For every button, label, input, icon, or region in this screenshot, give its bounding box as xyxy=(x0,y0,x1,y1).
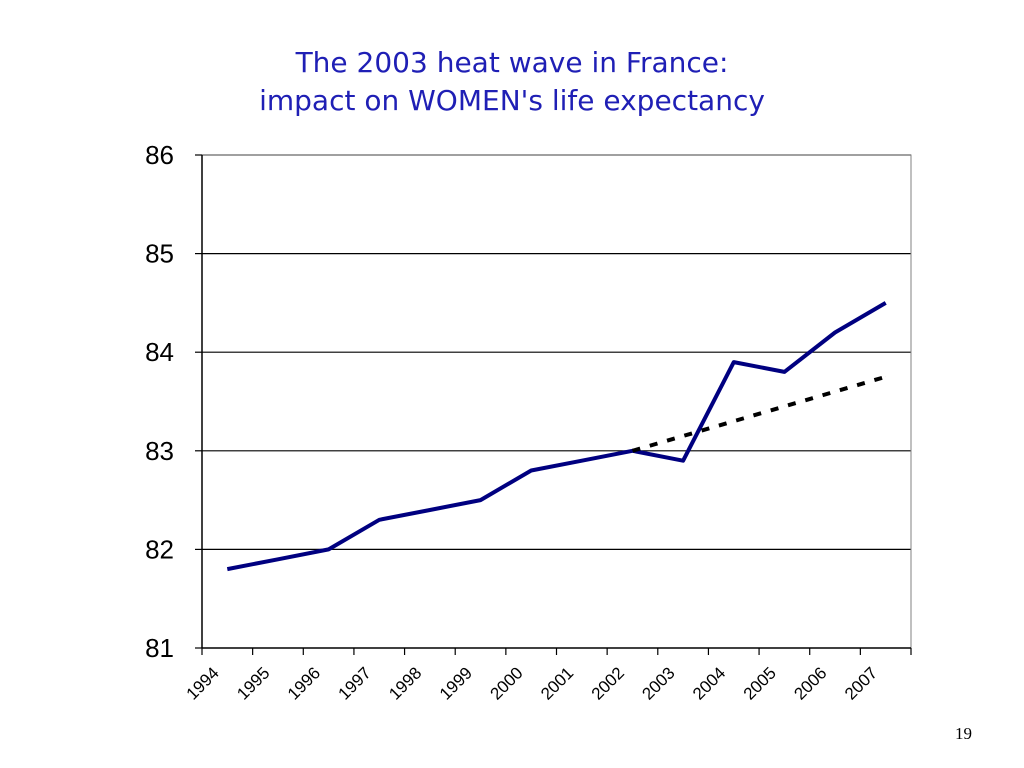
chart-title: The 2003 heat wave in France: impact on … xyxy=(0,44,1024,120)
y-axis-labels: 81 82 83 84 85 86 xyxy=(145,140,174,663)
chart-title-line-2: impact on WOMEN's life expectancy xyxy=(259,84,765,117)
y-tick-label: 81 xyxy=(145,633,174,663)
x-tick-label: 1999 xyxy=(436,663,476,703)
x-axis-labels: 1994 1995 1996 1997 1998 1999 2000 2001 2002 2003… xyxy=(183,663,882,703)
x-tick-label: 2007 xyxy=(841,663,881,703)
x-tick-label: 2005 xyxy=(740,663,780,703)
axes xyxy=(195,154,912,655)
page-number: 19 xyxy=(955,724,972,743)
x-tick-label: 2000 xyxy=(487,663,527,703)
x-tick-label: 1997 xyxy=(335,663,375,703)
x-tick-label: 2006 xyxy=(790,663,830,703)
chart-title-line-1: The 2003 heat wave in France: xyxy=(295,46,729,79)
x-tick-label: 1998 xyxy=(385,663,425,703)
x-tick-label: 2002 xyxy=(588,663,628,703)
x-tick-label: 1994 xyxy=(183,663,223,703)
x-tick-label: 1995 xyxy=(233,663,273,703)
gridlines xyxy=(202,154,911,551)
plot-area-frame xyxy=(201,154,912,649)
x-tick-label: 2001 xyxy=(537,663,577,703)
series-line-observed xyxy=(226,301,887,572)
x-tick-label: 2003 xyxy=(638,663,678,703)
y-tick-label: 83 xyxy=(145,436,174,466)
x-tick-label: 1996 xyxy=(284,663,324,703)
series-line-trend xyxy=(631,374,887,453)
y-tick-label: 84 xyxy=(145,337,174,367)
y-tick-label: 85 xyxy=(145,239,174,269)
y-tick-label: 82 xyxy=(145,534,174,564)
x-tick-label: 2004 xyxy=(689,663,729,703)
y-tick-label: 86 xyxy=(145,140,174,170)
series-layer xyxy=(226,301,887,572)
